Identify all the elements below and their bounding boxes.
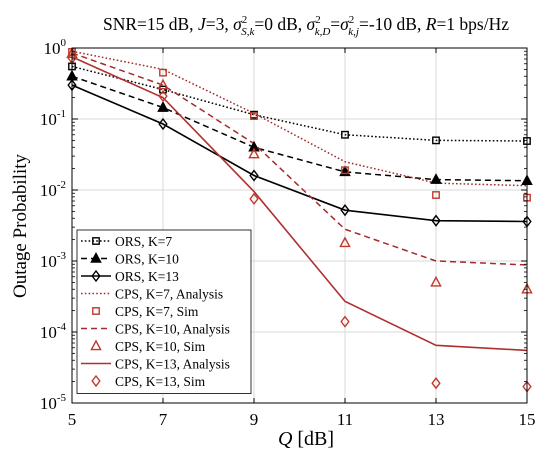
legend-marker — [90, 339, 102, 351]
x-tick-label: 7 — [159, 410, 168, 429]
y-tick-label: 100 — [44, 37, 67, 58]
series-line-ors-k-13 — [71, 84, 528, 223]
chart-title: SNR=15 dB, J=3, σ2 S,k=0 dB, σ2 k,D=σ2 k,j=… — [103, 14, 509, 38]
x-tick-label: 13 — [428, 410, 445, 429]
data-point-ors-k-7 — [159, 85, 167, 94]
legend-label: CPS, K=13, Analysis — [115, 357, 230, 372]
legend-entry: CPS, K=10, Analysis — [81, 322, 230, 337]
y-tick-label: 10-4 — [40, 321, 67, 342]
series-line-ors-k-10 — [71, 75, 528, 182]
data-point-ors-k-13 — [249, 169, 259, 182]
data-point-cps-k-13-sim — [158, 89, 168, 103]
y-axis-ticks: 100 10-1 10-2 10-3 10-4 10-5 — [40, 37, 527, 413]
x-tick-label: 5 — [68, 410, 77, 429]
series-line-ors-k-7 — [71, 65, 528, 142]
legend-label: CPS, K=10, Analysis — [115, 322, 230, 337]
data-point-ors-k-7 — [341, 130, 349, 139]
legend-entry: ORS, K=7 — [81, 234, 172, 249]
data-point-ors-k-13 — [158, 117, 168, 131]
legend-marker — [92, 307, 100, 315]
data-point-cps-k-10-sim — [430, 275, 442, 287]
series-line-cps-k-10-analysis — [71, 52, 528, 266]
data-point-cps-k-7-sim — [432, 191, 440, 199]
legend-entry: CPS, K=13, Sim — [91, 374, 206, 389]
series-line-cps-k-13-analysis — [71, 56, 528, 352]
legend-label: ORS, K=13 — [115, 269, 179, 284]
legend-label: CPS, K=7, Analysis — [115, 287, 223, 302]
legend: ORS, K=7 ORS, K=10 ORS, K=13 CPS, K=7, Anal… — [76, 229, 252, 394]
plot-area-frame — [71, 47, 528, 404]
x-axis-ticks: 5 7 9 11 13 15 — [68, 48, 536, 429]
y-tick-label: 10-3 — [40, 250, 67, 271]
legend-label: CPS, K=10, Sim — [115, 339, 206, 354]
data-point-cps-k-13-sim — [249, 192, 259, 206]
x-tick-label: 9 — [250, 410, 259, 429]
series-lines — [71, 50, 528, 352]
legend-box — [76, 229, 252, 394]
data-point-cps-k-10-sim — [248, 147, 260, 159]
data-point-cps-k-10-sim — [339, 236, 351, 248]
legend-marker — [91, 374, 101, 388]
legend-entry: CPS, K=10, Sim — [90, 339, 206, 354]
legend-entry: CPS, K=13, Analysis — [81, 357, 230, 372]
data-point-ors-k-13 — [431, 214, 441, 227]
x-tick-label: 11 — [337, 410, 353, 429]
legend-label: ORS, K=7 — [115, 234, 172, 249]
y-axis-label: Outage Probability — [10, 153, 31, 298]
data-point-ors-k-10 — [248, 140, 260, 152]
legend-entry: CPS, K=7, Sim — [92, 304, 199, 319]
data-point-ors-k-13 — [340, 204, 350, 217]
data-point-ors-k-7 — [432, 136, 440, 145]
y-tick-label: 10-1 — [40, 108, 66, 129]
data-point-cps-k-7-sim — [341, 166, 349, 175]
legend-marker — [91, 269, 101, 283]
data-point-cps-k-7-sim — [159, 68, 167, 77]
series-line-cps-k-7-analysis — [71, 50, 528, 187]
legend-marker — [92, 237, 100, 245]
x-tick-label: 15 — [519, 410, 536, 429]
data-point-cps-k-10-sim — [157, 78, 169, 90]
data-point-cps-k-7-sim — [250, 112, 258, 120]
data-point-cps-k-13-sim — [431, 377, 441, 390]
legend-entry: ORS, K=10 — [81, 252, 179, 267]
legend-marker — [90, 252, 102, 263]
data-point-cps-k-13-sim — [340, 315, 350, 328]
x-axis-label: Q [dB] — [278, 428, 334, 450]
legend-entry: CPS, K=7, Analysis — [81, 287, 223, 302]
legend-entry: ORS, K=13 — [81, 269, 179, 284]
legend-label: ORS, K=10 — [115, 252, 179, 267]
y-tick-label: 10-2 — [40, 179, 66, 200]
data-point-ors-k-10 — [430, 173, 442, 184]
y-tick-label: 10-5 — [40, 392, 67, 413]
legend-label: CPS, K=13, Sim — [115, 374, 206, 389]
data-point-ors-k-10 — [157, 101, 169, 112]
legend-label: CPS, K=7, Sim — [115, 304, 199, 319]
